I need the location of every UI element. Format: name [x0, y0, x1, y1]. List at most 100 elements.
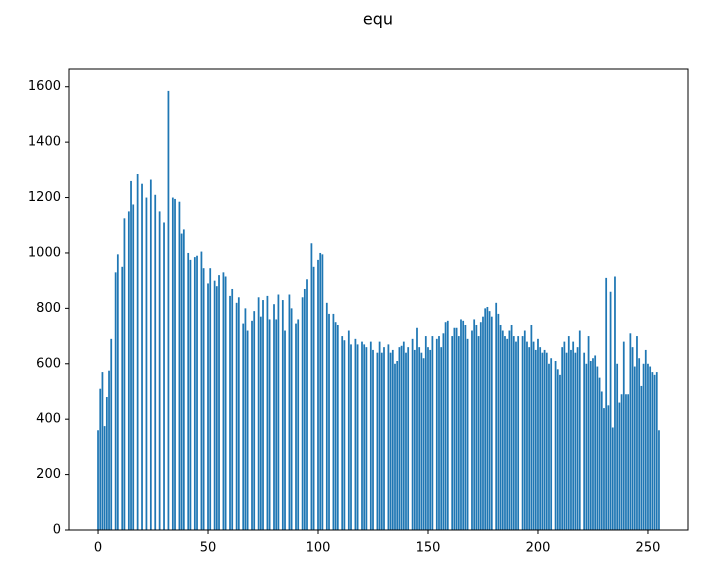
bar [321, 254, 324, 530]
bar [317, 259, 319, 530]
bar [365, 347, 368, 530]
bar [202, 268, 205, 530]
bar [420, 352, 423, 530]
bar [517, 336, 520, 530]
bar [416, 327, 418, 530]
bar [636, 336, 638, 530]
bar [618, 402, 621, 530]
bar [647, 363, 649, 530]
bar [475, 324, 478, 530]
bar [306, 279, 308, 530]
bar [642, 363, 645, 530]
bar [325, 302, 328, 530]
bar [625, 394, 627, 530]
bar [605, 277, 608, 530]
bar [356, 344, 359, 530]
bar [554, 361, 557, 530]
bar [383, 347, 385, 530]
bar [462, 320, 465, 530]
bar [583, 352, 586, 530]
bar [363, 344, 366, 530]
bar [589, 361, 592, 530]
bar [484, 308, 487, 530]
bar [429, 349, 432, 530]
bar [655, 372, 658, 530]
bar [391, 349, 394, 530]
bar [389, 352, 392, 530]
bar [149, 179, 152, 530]
bar [213, 280, 216, 530]
bar [460, 319, 462, 530]
bar [407, 347, 410, 530]
bar [277, 294, 280, 530]
bar [187, 252, 190, 530]
bar [343, 340, 346, 530]
y-tick-label: 1600 [28, 79, 61, 94]
bar [193, 257, 196, 530]
bar [609, 291, 612, 530]
bar [592, 358, 594, 530]
bar [627, 394, 630, 530]
bar [427, 347, 429, 530]
bar [244, 308, 247, 530]
bar [275, 319, 278, 530]
bar [196, 255, 198, 530]
x-tick-label: 250 [636, 541, 661, 556]
bar [182, 229, 185, 530]
bar [180, 233, 183, 530]
bar [273, 304, 275, 530]
bar [422, 358, 425, 530]
bar [312, 266, 315, 530]
y-tick-label: 1000 [28, 245, 61, 260]
bar [130, 180, 132, 530]
bar [640, 385, 643, 530]
bar [378, 341, 381, 530]
bar [222, 272, 225, 530]
bar [451, 336, 454, 530]
bar [178, 201, 181, 530]
y-tick-label: 400 [36, 412, 61, 427]
bar [490, 316, 493, 530]
bar [123, 218, 126, 530]
bar [105, 397, 108, 530]
bar [570, 349, 572, 530]
bar [545, 352, 548, 530]
bar [303, 288, 306, 530]
bar [541, 352, 544, 530]
bar [396, 361, 399, 530]
bar [101, 372, 104, 530]
bar [649, 366, 652, 530]
bar [594, 355, 597, 530]
bar [550, 358, 553, 530]
bar [332, 313, 335, 530]
bar [607, 405, 610, 530]
bar [215, 286, 218, 530]
chart-title: equ [363, 10, 393, 29]
bar [402, 341, 405, 530]
bar [486, 306, 489, 530]
bar [512, 336, 515, 530]
bar [121, 266, 124, 530]
y-tick-label: 0 [53, 523, 61, 538]
bar [251, 320, 253, 530]
bar [435, 338, 438, 530]
y-tick-label: 800 [36, 301, 61, 316]
bar [235, 302, 238, 530]
bar [284, 330, 286, 530]
bar [585, 363, 588, 530]
bar [616, 363, 619, 530]
bar [578, 330, 581, 530]
bar [488, 311, 491, 530]
plot-frame [68, 68, 689, 531]
bar [653, 374, 656, 530]
bar [424, 336, 427, 530]
bar [444, 322, 447, 530]
bar [167, 90, 170, 531]
bar [189, 259, 192, 530]
y-tick-label: 1200 [28, 190, 61, 205]
bar [528, 347, 531, 530]
bar [218, 275, 220, 530]
bar [471, 330, 473, 530]
bar [297, 319, 300, 530]
